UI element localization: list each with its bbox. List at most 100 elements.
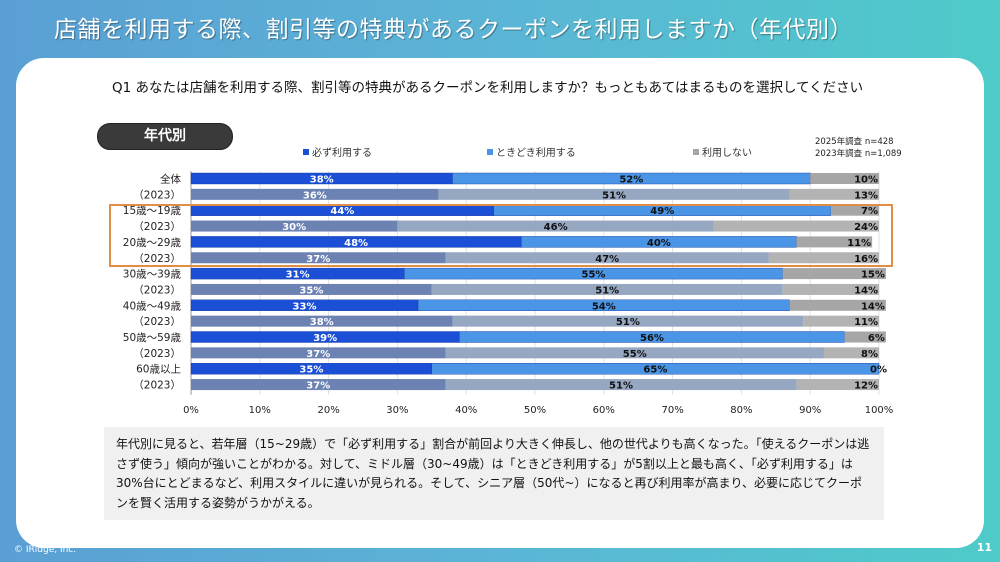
bar-segment: [803, 315, 879, 327]
row-label: 15歳～19歳: [123, 205, 182, 217]
data-label: 13%: [854, 190, 878, 201]
legend-label-always: 必ず利用する: [312, 148, 372, 159]
data-label: 36%: [303, 190, 327, 201]
row-label: （2023）: [133, 253, 181, 265]
data-label: 38%: [310, 317, 334, 328]
segment-pill: 年代別: [97, 123, 233, 150]
data-label: 6%: [868, 333, 885, 344]
bar-segment: [452, 315, 804, 327]
bar-segment: [191, 347, 446, 359]
x-tick-label: 60%: [593, 405, 615, 416]
legend-never: 利用しない: [693, 144, 752, 159]
bar-segment: [810, 173, 879, 184]
data-label: 47%: [595, 254, 619, 265]
copyright: © IRidge, Inc.: [14, 545, 77, 555]
data-label: 40%: [647, 238, 671, 249]
commentary-box: 年代別に見ると、若年層（15~29歳）で「必ず利用する」割合が前回より大きく伸長…: [104, 427, 884, 520]
data-label: 14%: [854, 285, 878, 296]
x-tick-label: 100%: [865, 405, 894, 416]
x-tick-label: 0%: [183, 405, 199, 416]
x-tick-label: 10%: [249, 405, 271, 416]
row-label: 全体: [160, 173, 181, 186]
data-label: 30%: [282, 222, 306, 233]
sample-size-2023: 2023年調査 n=1,089: [815, 149, 902, 159]
legend-swatch-always: [303, 149, 309, 155]
data-label: 37%: [306, 349, 330, 360]
data-label: 44%: [330, 206, 354, 217]
row-label: （2023）: [133, 316, 181, 328]
x-tick-label: 40%: [455, 405, 477, 416]
row-label: （2023）: [133, 348, 181, 360]
bar-segment: [796, 236, 873, 248]
bar-segment: [445, 379, 797, 391]
bar-segment: [191, 315, 453, 327]
bar-segment: [397, 220, 714, 232]
data-label: 52%: [619, 175, 643, 186]
data-label: 8%: [861, 349, 878, 360]
sample-size-2025: 2025年調査 n=428: [815, 137, 894, 147]
data-label: 46%: [544, 222, 568, 233]
data-label: 35%: [299, 285, 323, 296]
bar-segment: [191, 283, 432, 295]
data-label: 16%: [854, 254, 878, 265]
row-label: （2023）: [133, 380, 181, 392]
data-label: 55%: [623, 349, 647, 360]
bar-segment: [789, 299, 886, 311]
data-label: 7%: [861, 206, 878, 217]
data-label: 39%: [313, 333, 337, 344]
bar-segment: [438, 188, 790, 200]
bar-segment: [768, 252, 879, 264]
data-label: 51%: [602, 190, 626, 201]
bar-segment: [191, 379, 446, 391]
bar-segment: [191, 188, 439, 200]
bar-segment: [431, 283, 783, 295]
data-label: 55%: [582, 270, 606, 281]
bar-segment: [844, 331, 886, 343]
legend-sometimes: ときどき利用する: [487, 144, 576, 159]
legend-swatch-sometimes: [487, 149, 493, 155]
data-label: 38%: [310, 175, 334, 186]
data-label: 49%: [650, 206, 674, 217]
x-tick-label: 50%: [524, 405, 546, 416]
x-tick-label: 70%: [661, 405, 683, 416]
bar-segment: [191, 220, 398, 232]
bar-segment: [445, 347, 824, 359]
x-tick-label: 90%: [799, 405, 821, 416]
data-label: 56%: [640, 333, 664, 344]
bar-segment: [782, 268, 886, 280]
data-label: 37%: [306, 381, 330, 392]
data-label: 48%: [344, 238, 368, 249]
row-label: 60歳以上: [136, 364, 181, 376]
row-label: （2023）: [133, 189, 181, 201]
legend-label-sometimes: ときどき利用する: [496, 148, 576, 159]
data-label: 51%: [595, 285, 619, 296]
bar-segment: [830, 204, 879, 216]
row-label: （2023）: [133, 221, 181, 233]
data-label: 31%: [286, 270, 310, 281]
bar-segment: [713, 220, 879, 232]
bar-segment: [823, 347, 879, 359]
legend-always: 必ず利用する: [303, 144, 372, 159]
row-label: 40歳～49歳: [123, 300, 182, 312]
data-label: 54%: [592, 301, 616, 312]
bar-segment: [445, 252, 769, 264]
highlight-box-young: [109, 204, 893, 267]
bar-segment: [191, 252, 446, 264]
data-label: 15%: [861, 270, 885, 281]
bar-segment: [431, 363, 880, 375]
data-label: 24%: [854, 222, 878, 233]
data-label: 0%: [870, 365, 887, 376]
data-label: 65%: [643, 365, 667, 376]
data-label: 11%: [847, 238, 871, 249]
data-label: 51%: [609, 381, 633, 392]
data-label: 14%: [861, 301, 885, 312]
data-label: 12%: [854, 381, 878, 392]
bar-segment: [796, 379, 879, 391]
survey-question: Q1 あなたは店舗を利用する際、割引等の特典があるクーポンを利用しますか？もっと…: [112, 80, 864, 96]
row-label: 20歳～29歳: [123, 237, 182, 249]
data-label: 35%: [299, 365, 323, 376]
page-number: 11: [976, 541, 992, 554]
bar-segment: [789, 188, 879, 200]
legend-label-never: 利用しない: [702, 148, 752, 159]
